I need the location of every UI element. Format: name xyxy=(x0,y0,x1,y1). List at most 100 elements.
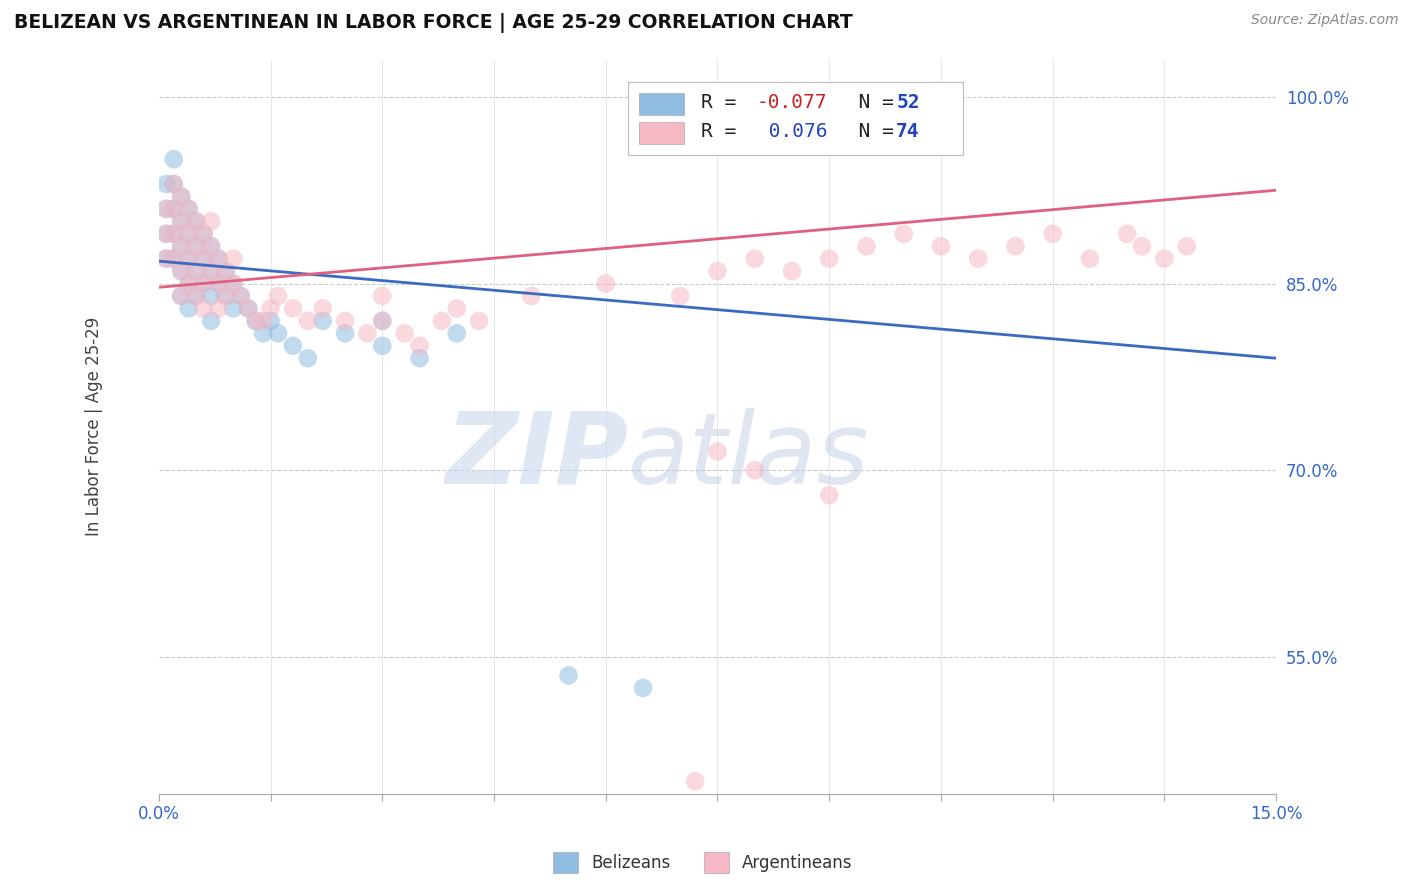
Point xyxy=(155,227,177,241)
FancyBboxPatch shape xyxy=(628,82,963,155)
Point xyxy=(200,289,222,303)
Point xyxy=(267,326,290,341)
Point xyxy=(245,314,267,328)
Point xyxy=(238,301,260,316)
Point xyxy=(163,177,186,191)
Point xyxy=(177,227,200,241)
Point xyxy=(177,277,200,291)
Point xyxy=(215,289,238,303)
Point xyxy=(170,239,193,253)
Point xyxy=(207,277,229,291)
Point xyxy=(200,214,222,228)
Point xyxy=(222,277,245,291)
Point xyxy=(683,774,706,789)
Point xyxy=(155,252,177,266)
Point xyxy=(557,668,579,682)
Text: 74: 74 xyxy=(896,122,920,141)
Point xyxy=(170,189,193,203)
Point xyxy=(1130,239,1153,253)
Point xyxy=(408,351,430,366)
Point xyxy=(297,351,319,366)
Point xyxy=(929,239,952,253)
Point xyxy=(394,326,416,341)
Point xyxy=(155,202,177,216)
Point xyxy=(855,239,877,253)
Point xyxy=(193,277,215,291)
Point xyxy=(446,326,468,341)
Point xyxy=(170,289,193,303)
Point xyxy=(184,264,207,278)
Point xyxy=(193,301,215,316)
Point xyxy=(163,152,186,166)
Point xyxy=(193,227,215,241)
Point xyxy=(193,252,215,266)
Point xyxy=(177,252,200,266)
Point xyxy=(706,264,728,278)
Point xyxy=(333,326,356,341)
Point xyxy=(430,314,453,328)
Point xyxy=(1153,252,1175,266)
Point xyxy=(267,289,290,303)
Point xyxy=(371,339,394,353)
Point xyxy=(163,227,186,241)
Point xyxy=(520,289,543,303)
Point xyxy=(184,289,207,303)
Point xyxy=(222,301,245,316)
Text: 52: 52 xyxy=(896,93,920,112)
Point xyxy=(184,239,207,253)
Point xyxy=(193,252,215,266)
Point xyxy=(780,264,803,278)
Text: N =: N = xyxy=(835,93,905,112)
Point xyxy=(155,252,177,266)
Point xyxy=(163,252,186,266)
Text: BELIZEAN VS ARGENTINEAN IN LABOR FORCE | AGE 25-29 CORRELATION CHART: BELIZEAN VS ARGENTINEAN IN LABOR FORCE |… xyxy=(14,13,853,33)
Point xyxy=(170,214,193,228)
Text: 0.076: 0.076 xyxy=(756,122,827,141)
Point xyxy=(1116,227,1139,241)
Point xyxy=(200,264,222,278)
Point xyxy=(356,326,378,341)
Point xyxy=(446,301,468,316)
Point xyxy=(297,314,319,328)
Point xyxy=(177,277,200,291)
Point xyxy=(184,214,207,228)
Text: R =: R = xyxy=(700,93,748,112)
Point xyxy=(229,289,252,303)
Point xyxy=(155,227,177,241)
Point xyxy=(259,314,281,328)
Point xyxy=(170,239,193,253)
Point xyxy=(163,252,186,266)
Point xyxy=(222,277,245,291)
Point xyxy=(669,289,692,303)
Text: Source: ZipAtlas.com: Source: ZipAtlas.com xyxy=(1251,13,1399,28)
Point xyxy=(818,252,841,266)
Point xyxy=(744,252,766,266)
Point xyxy=(200,314,222,328)
Point xyxy=(163,177,186,191)
Point xyxy=(177,202,200,216)
Point xyxy=(371,314,394,328)
Point xyxy=(967,252,990,266)
Point xyxy=(184,264,207,278)
Point xyxy=(893,227,915,241)
Point xyxy=(170,214,193,228)
Point xyxy=(333,314,356,328)
Point xyxy=(371,289,394,303)
Point xyxy=(193,227,215,241)
Point xyxy=(818,488,841,502)
Point xyxy=(163,227,186,241)
Point xyxy=(595,277,617,291)
Point xyxy=(259,301,281,316)
Text: R =: R = xyxy=(700,122,748,141)
Point xyxy=(184,214,207,228)
Point xyxy=(155,202,177,216)
Point xyxy=(252,326,274,341)
Point xyxy=(744,463,766,477)
Point xyxy=(170,289,193,303)
Point xyxy=(200,264,222,278)
Point xyxy=(408,339,430,353)
FancyBboxPatch shape xyxy=(640,122,683,144)
Point xyxy=(215,264,238,278)
Text: atlas: atlas xyxy=(628,408,870,505)
Text: -0.077: -0.077 xyxy=(756,93,827,112)
